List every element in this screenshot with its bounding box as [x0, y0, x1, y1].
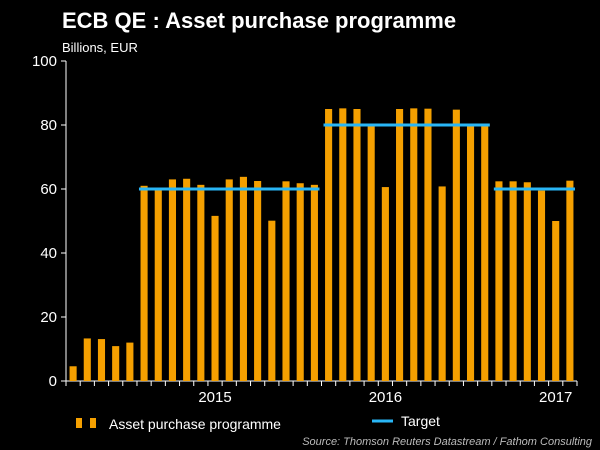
bar: [83, 338, 91, 381]
legend-label-asset-purchase: Asset purchase programme: [109, 416, 281, 432]
bar: [126, 342, 134, 381]
y-tick-label: 0: [49, 373, 57, 390]
bar: [523, 182, 531, 381]
x-tick-label-2015: 2015: [198, 389, 231, 406]
bar: [367, 125, 375, 381]
bar: [381, 187, 389, 381]
bar: [566, 180, 574, 381]
legend-bar-swatch-2: [90, 418, 96, 428]
bar: [268, 220, 276, 381]
bar: [254, 181, 262, 381]
y-tick-label: 60: [40, 181, 57, 198]
bar: [140, 185, 148, 381]
bar: [112, 346, 120, 381]
bar: [225, 179, 233, 381]
bar: [481, 125, 489, 381]
legend-label-target: Target: [401, 413, 440, 429]
bar: [339, 108, 347, 382]
y-tick-label: 80: [40, 117, 57, 134]
bar: [537, 190, 546, 381]
bar: [438, 186, 446, 381]
bar: [552, 221, 560, 381]
bar: [168, 179, 177, 381]
bar: [197, 184, 205, 381]
bar: [410, 108, 418, 382]
y-axis: 0 20 40 60 80 100: [32, 53, 67, 390]
bar-series: [69, 108, 574, 382]
bar: [69, 366, 77, 381]
bar: [396, 109, 404, 381]
y-tick-label: 100: [32, 53, 57, 70]
bar: [509, 181, 517, 381]
bar: [452, 109, 460, 381]
target-series: [138, 123, 575, 191]
y-tick-label: 40: [40, 245, 57, 262]
legend: Asset purchase programme Target: [76, 413, 440, 432]
bar: [310, 184, 318, 381]
bar: [296, 183, 304, 381]
bar: [154, 187, 162, 381]
y-tick-label: 20: [40, 309, 57, 326]
x-axis: 2015 2016 2017: [65, 380, 578, 406]
bar: [495, 181, 503, 381]
x-tick-label-2017: 2017: [539, 389, 572, 406]
bar: [239, 176, 247, 381]
chart-subtitle: Billions, EUR: [62, 40, 138, 55]
bar: [282, 181, 290, 381]
source-note: Source: Thomson Reuters Datastream / Fat…: [302, 436, 593, 448]
bar: [424, 108, 432, 382]
bar: [325, 109, 333, 381]
x-tick-label-2016: 2016: [369, 389, 402, 406]
bar: [211, 215, 219, 381]
legend-bar-swatch-1: [76, 418, 82, 428]
bar: [183, 178, 191, 381]
bar: [466, 125, 475, 381]
chart-title: ECB QE : Asset purchase programme: [62, 8, 456, 33]
bar: [353, 109, 361, 381]
bar: [97, 339, 106, 381]
